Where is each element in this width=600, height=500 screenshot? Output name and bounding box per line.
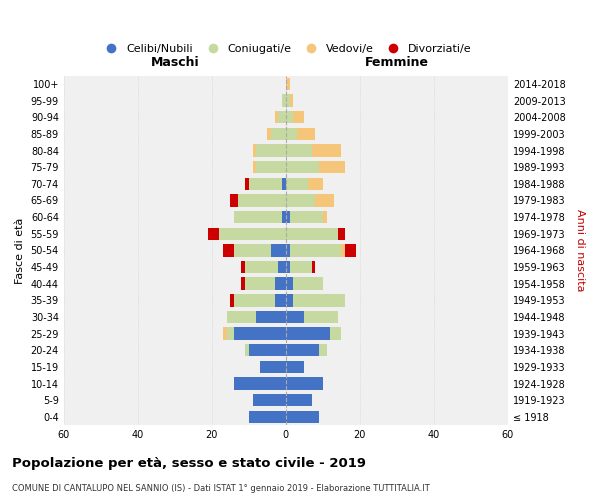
Bar [234,378,286,390]
Bar [338,228,345,240]
Bar [256,161,286,173]
Bar [249,344,286,356]
Bar [268,128,271,140]
Bar [286,228,338,240]
Bar [290,211,323,224]
Bar [234,294,275,306]
Bar [208,228,219,240]
Bar [286,94,290,107]
Bar [286,344,319,356]
Text: Popolazione per età, sesso e stato civile - 2019: Popolazione per età, sesso e stato civil… [12,458,366,470]
Bar [223,328,227,340]
Bar [286,378,323,390]
Bar [253,161,256,173]
Bar [286,161,319,173]
Bar [312,144,341,157]
Bar [282,94,286,107]
Bar [245,178,249,190]
Bar [286,294,293,306]
Bar [241,261,245,274]
Bar [286,128,297,140]
Bar [282,178,286,190]
Bar [227,328,234,340]
Bar [286,394,312,406]
Bar [256,144,286,157]
Bar [245,344,249,356]
Bar [286,144,312,157]
Bar [275,278,286,290]
Bar [286,328,330,340]
Bar [286,244,290,256]
Bar [341,244,345,256]
Bar [293,294,345,306]
Bar [278,261,286,274]
Bar [312,261,316,274]
Bar [319,344,326,356]
Bar [286,194,316,206]
Bar [286,261,290,274]
Bar [260,360,286,373]
Legend: Celibi/Nubili, Coniugati/e, Vedovi/e, Divorziati/e: Celibi/Nubili, Coniugati/e, Vedovi/e, Di… [96,40,476,58]
Bar [290,261,312,274]
Bar [286,410,319,423]
Text: COMUNE DI CANTALUPO NEL SANNIO (IS) - Dati ISTAT 1° gennaio 2019 - Elaborazione : COMUNE DI CANTALUPO NEL SANNIO (IS) - Da… [12,484,430,493]
Bar [293,278,323,290]
Bar [219,228,286,240]
Bar [234,211,282,224]
Y-axis label: Anni di nascita: Anni di nascita [575,209,585,292]
Bar [253,394,286,406]
Bar [275,111,278,124]
Bar [316,194,334,206]
Bar [256,310,286,323]
Bar [278,111,286,124]
Bar [323,211,326,224]
Bar [249,178,282,190]
Bar [286,211,290,224]
Bar [234,328,286,340]
Bar [293,111,304,124]
Bar [286,111,293,124]
Bar [286,278,293,290]
Bar [249,410,286,423]
Bar [238,194,286,206]
Bar [227,310,256,323]
Bar [230,194,238,206]
Bar [297,128,316,140]
Bar [286,178,308,190]
Text: Femmine: Femmine [365,56,429,69]
Bar [282,211,286,224]
Bar [286,310,304,323]
Bar [345,244,356,256]
Bar [319,161,345,173]
Bar [223,244,234,256]
Bar [253,144,256,157]
Bar [234,244,271,256]
Bar [271,128,286,140]
Bar [308,178,323,190]
Bar [304,310,338,323]
Bar [230,294,234,306]
Y-axis label: Fasce di età: Fasce di età [15,217,25,284]
Bar [286,78,290,90]
Bar [330,328,341,340]
Bar [245,278,275,290]
Bar [271,244,286,256]
Bar [290,244,341,256]
Bar [290,94,293,107]
Bar [241,278,245,290]
Bar [286,360,304,373]
Bar [275,294,286,306]
Bar [245,261,278,274]
Text: Maschi: Maschi [151,56,199,69]
